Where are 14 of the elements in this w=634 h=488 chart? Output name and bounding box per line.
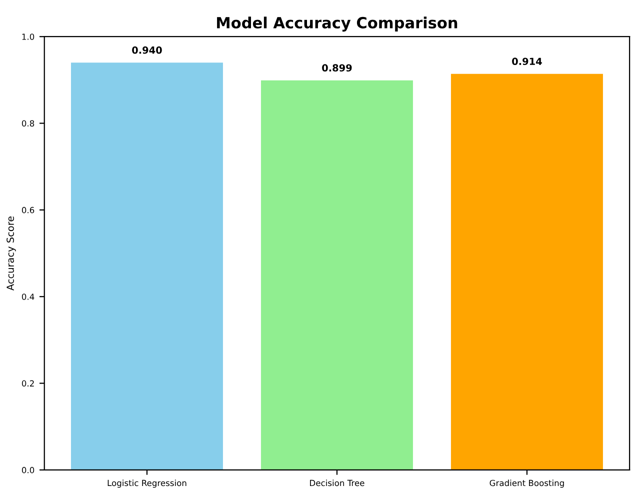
x-tick-label: Gradient Boosting xyxy=(490,480,564,488)
data-label: 0.899 xyxy=(322,64,352,72)
x-tick-label: Decision Tree xyxy=(310,480,364,486)
y-tick-label: 0.4 xyxy=(22,294,34,300)
y-axis-title: Accuracy Score xyxy=(6,216,16,291)
chart-title: Model Accuracy Comparison xyxy=(217,16,458,32)
y-tick-label: 0.6 xyxy=(22,206,34,214)
y-tick-label: 0.2 xyxy=(22,380,34,387)
data-label: 0.940 xyxy=(132,46,162,54)
y-tick-label: 1.0 xyxy=(22,34,34,40)
y-tick-label: 0.8 xyxy=(22,120,34,127)
data-label: 0.914 xyxy=(512,58,542,66)
y-tick-label: 0.0 xyxy=(22,466,34,474)
x-tick-label: Logistic Regression xyxy=(108,480,186,488)
